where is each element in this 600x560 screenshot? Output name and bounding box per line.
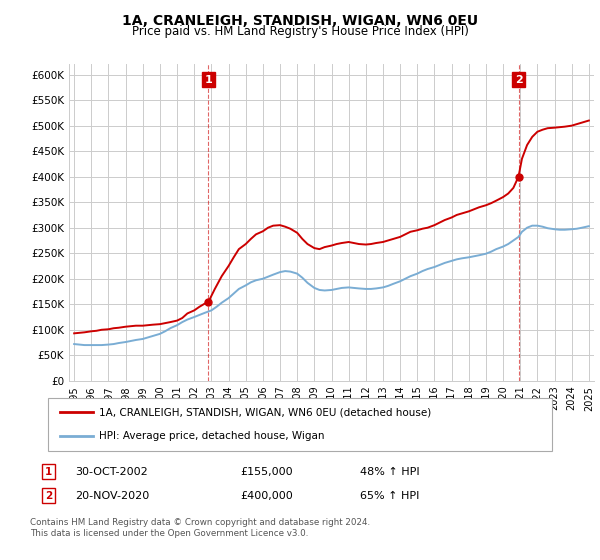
- Text: This data is licensed under the Open Government Licence v3.0.: This data is licensed under the Open Gov…: [30, 530, 308, 539]
- Text: 1A, CRANLEIGH, STANDISH, WIGAN, WN6 0EU (detached house): 1A, CRANLEIGH, STANDISH, WIGAN, WN6 0EU …: [99, 408, 431, 418]
- Text: £155,000: £155,000: [240, 466, 293, 477]
- Text: 1: 1: [205, 74, 212, 85]
- Text: 30-OCT-2002: 30-OCT-2002: [75, 466, 148, 477]
- Text: Contains HM Land Registry data © Crown copyright and database right 2024.: Contains HM Land Registry data © Crown c…: [30, 519, 370, 528]
- Text: 65% ↑ HPI: 65% ↑ HPI: [360, 491, 419, 501]
- Text: 1A, CRANLEIGH, STANDISH, WIGAN, WN6 0EU: 1A, CRANLEIGH, STANDISH, WIGAN, WN6 0EU: [122, 14, 478, 28]
- Text: 2: 2: [45, 491, 52, 501]
- Text: 20-NOV-2020: 20-NOV-2020: [75, 491, 149, 501]
- Text: Price paid vs. HM Land Registry's House Price Index (HPI): Price paid vs. HM Land Registry's House …: [131, 25, 469, 38]
- Text: HPI: Average price, detached house, Wigan: HPI: Average price, detached house, Wiga…: [99, 431, 325, 441]
- Text: 2: 2: [515, 74, 523, 85]
- Text: 48% ↑ HPI: 48% ↑ HPI: [360, 466, 419, 477]
- Text: 1: 1: [45, 466, 52, 477]
- Text: £400,000: £400,000: [240, 491, 293, 501]
